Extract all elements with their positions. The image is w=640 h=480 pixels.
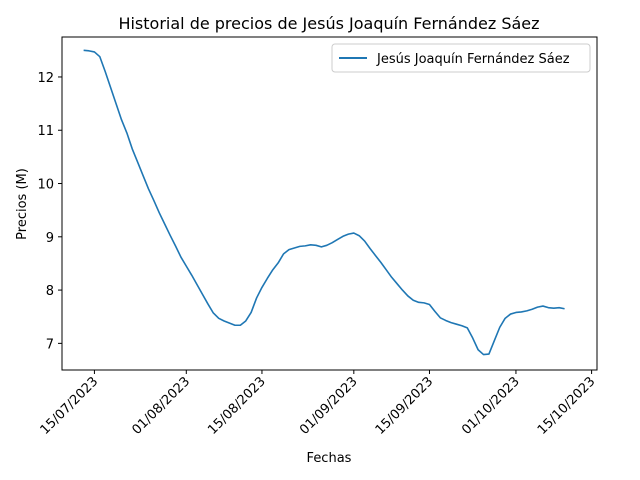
series-line-0: [83, 49, 565, 356]
y-tick-label: 7: [46, 337, 54, 352]
legend: Jesús Joaquín Fernández Sáez: [331, 43, 591, 73]
y-axis: 7 8 9 10 11 12: [37, 71, 62, 352]
plot-area: [83, 49, 565, 356]
y-axis-label: Precios (M): [15, 168, 30, 240]
y-tick-label: 11: [37, 124, 54, 139]
y-tick-label: 12: [37, 71, 54, 86]
legend-label: Jesús Joaquín Fernández Sáez: [376, 52, 570, 67]
axes-frame: [61, 36, 598, 371]
x-axis-label: Fechas: [307, 451, 352, 466]
y-tick-label: 9: [46, 231, 54, 246]
chart-title: Historial de precios de Jesús Joaquín Fe…: [118, 14, 539, 33]
y-tick-label: 8: [46, 284, 54, 299]
y-tick-label: 10: [37, 178, 54, 193]
legend-box: [331, 43, 591, 73]
